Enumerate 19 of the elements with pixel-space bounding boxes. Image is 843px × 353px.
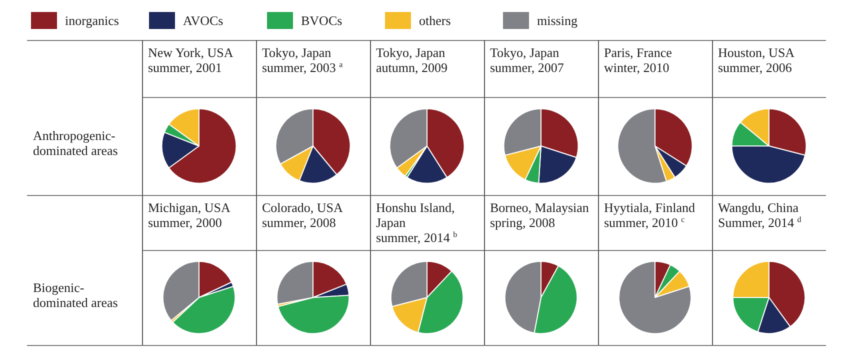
legend-label: others	[419, 12, 451, 28]
chart-title: Tokyo, Japan summer, 2003 $^{a}$	[262, 45, 343, 75]
legend-label: BVOCs	[301, 12, 342, 28]
chart-title: Colorado, USA summer, 2008	[262, 200, 343, 230]
chart-title: Tokyo, Japan autumn, 2009	[376, 45, 448, 75]
chart-title: Wangdu, China Summer, 2014 $^{d}$	[718, 200, 802, 230]
chart-title: Honshu Island, Japan summer, 2014 $^{b}$	[376, 200, 458, 245]
chart-title: Michigan, USA summer, 2000	[148, 200, 230, 230]
legend-label: missing	[537, 12, 578, 28]
text: New York, USA summer, 2001	[148, 45, 234, 75]
text: Biogenic- dominated areas	[33, 280, 118, 310]
chart-title: Houston, USA summer, 2006	[718, 45, 795, 75]
chart-title: Hyytiala, Finland summer, 2010 $^{c}$	[604, 200, 695, 230]
legend-label: inorganics	[65, 12, 119, 28]
chart-title: Borneo, Malaysian spring, 2008	[490, 200, 589, 230]
chart-title: Tokyo, Japan summer, 2007	[490, 45, 564, 75]
legend-label: AVOCs	[183, 12, 224, 28]
chart-title: Paris, France winter, 2010	[604, 45, 672, 75]
text: Anthropogenic- dominated areas	[33, 128, 118, 158]
